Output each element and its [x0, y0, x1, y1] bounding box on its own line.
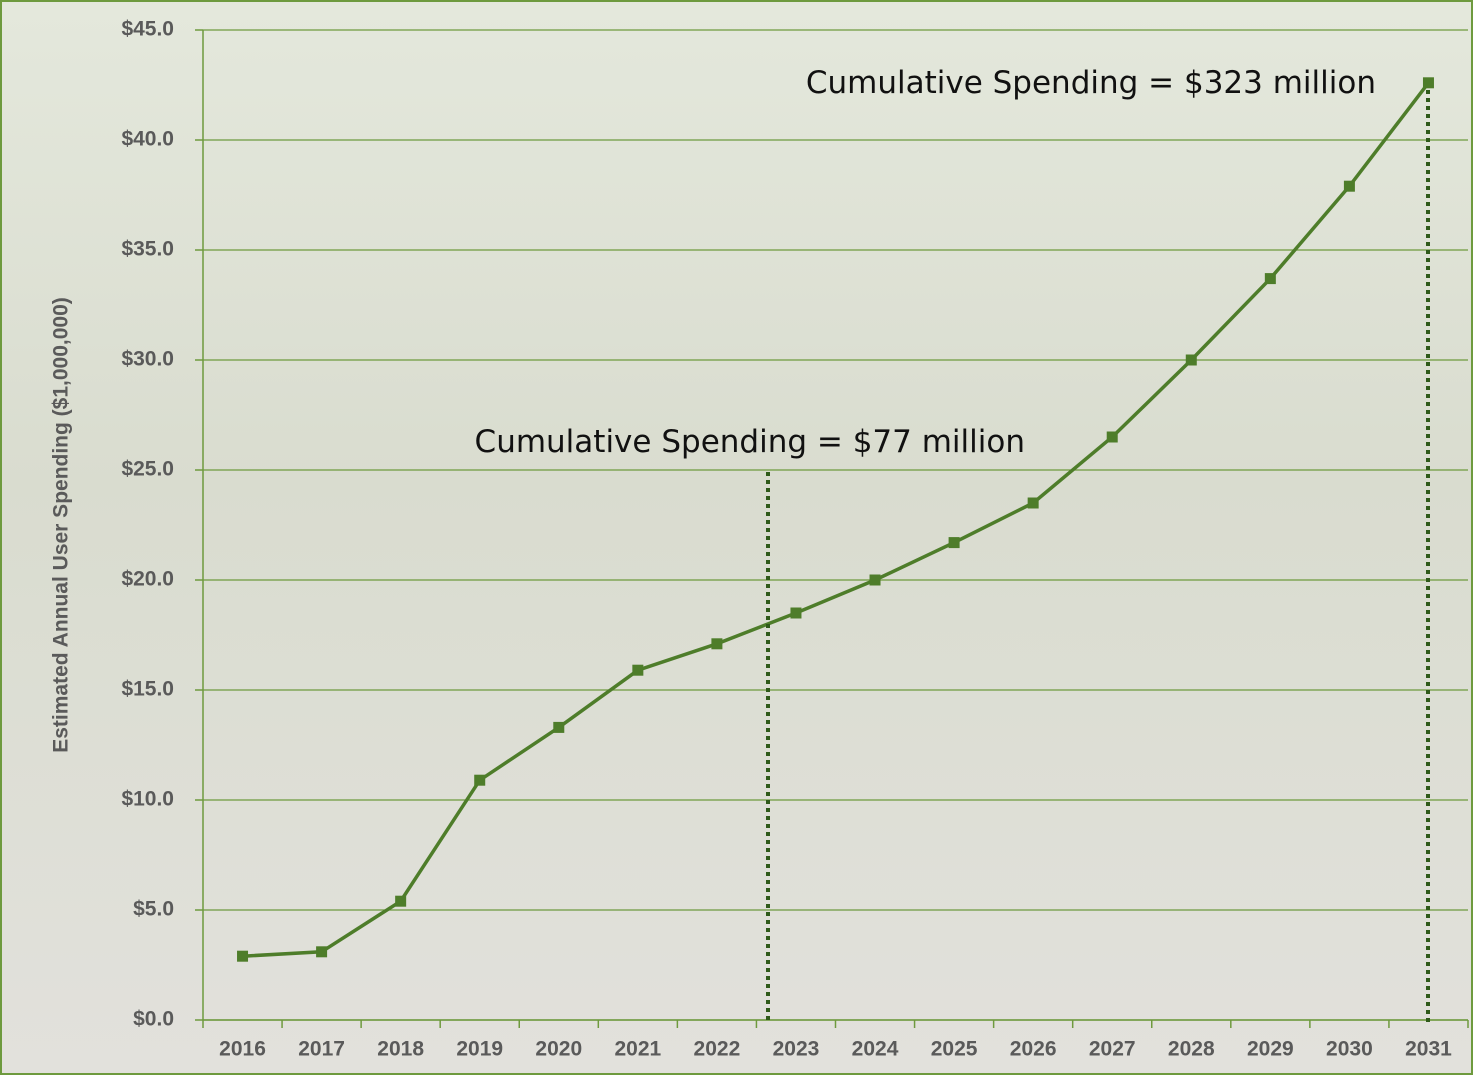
- y-tick-label: $35.0: [121, 238, 174, 261]
- marker: [474, 775, 485, 786]
- marker: [1344, 181, 1355, 192]
- x-tick-label: 2027: [1089, 1038, 1136, 1061]
- marker: [1186, 355, 1197, 366]
- background: [0, 0, 1473, 1075]
- x-tick-label: 2016: [219, 1038, 266, 1061]
- x-tick-label: 2025: [931, 1038, 978, 1061]
- marker: [237, 951, 248, 962]
- marker: [553, 722, 564, 733]
- x-tick-label: 2030: [1326, 1038, 1373, 1061]
- y-tick-label: $5.0: [133, 898, 174, 921]
- marker: [870, 575, 881, 586]
- marker: [711, 638, 722, 649]
- chart: Estimated Annual User Spending ($1,000,0…: [0, 0, 1473, 1075]
- marker: [1423, 77, 1434, 88]
- y-tick-label: $40.0: [121, 128, 174, 151]
- x-tick-label: 2029: [1247, 1038, 1294, 1061]
- marker: [395, 896, 406, 907]
- marker: [1265, 273, 1276, 284]
- annotation: Cumulative Spending = $323 million: [806, 65, 1376, 101]
- x-tick-label: 2022: [694, 1038, 741, 1061]
- x-tick-label: 2028: [1168, 1038, 1215, 1061]
- x-tick-label: 2023: [773, 1038, 820, 1061]
- y-tick-label: $25.0: [121, 458, 174, 481]
- annotation: Cumulative Spending = $77 million: [475, 424, 1025, 460]
- y-tick-label: $30.0: [121, 348, 174, 371]
- x-tick-label: 2019: [456, 1038, 503, 1061]
- x-tick-label: 2024: [852, 1038, 899, 1061]
- y-tick-label: $45.0: [121, 18, 174, 41]
- marker: [949, 537, 960, 548]
- marker: [1028, 498, 1039, 509]
- x-tick-label: 2020: [535, 1038, 582, 1061]
- x-tick-label: 2017: [298, 1038, 345, 1061]
- marker: [1107, 432, 1118, 443]
- x-tick-label: 2031: [1405, 1038, 1452, 1061]
- y-tick-label: $15.0: [121, 678, 174, 701]
- y-tick-label: $20.0: [121, 568, 174, 591]
- x-tick-label: 2018: [377, 1038, 424, 1061]
- marker: [316, 946, 327, 957]
- x-tick-label: 2026: [1010, 1038, 1057, 1061]
- marker: [790, 608, 801, 619]
- marker: [632, 665, 643, 676]
- y-tick-label: $0.0: [133, 1008, 174, 1031]
- y-tick-label: $10.0: [121, 788, 174, 811]
- x-tick-label: 2021: [614, 1038, 661, 1061]
- y-axis-label: Estimated Annual User Spending ($1,000,0…: [50, 297, 73, 753]
